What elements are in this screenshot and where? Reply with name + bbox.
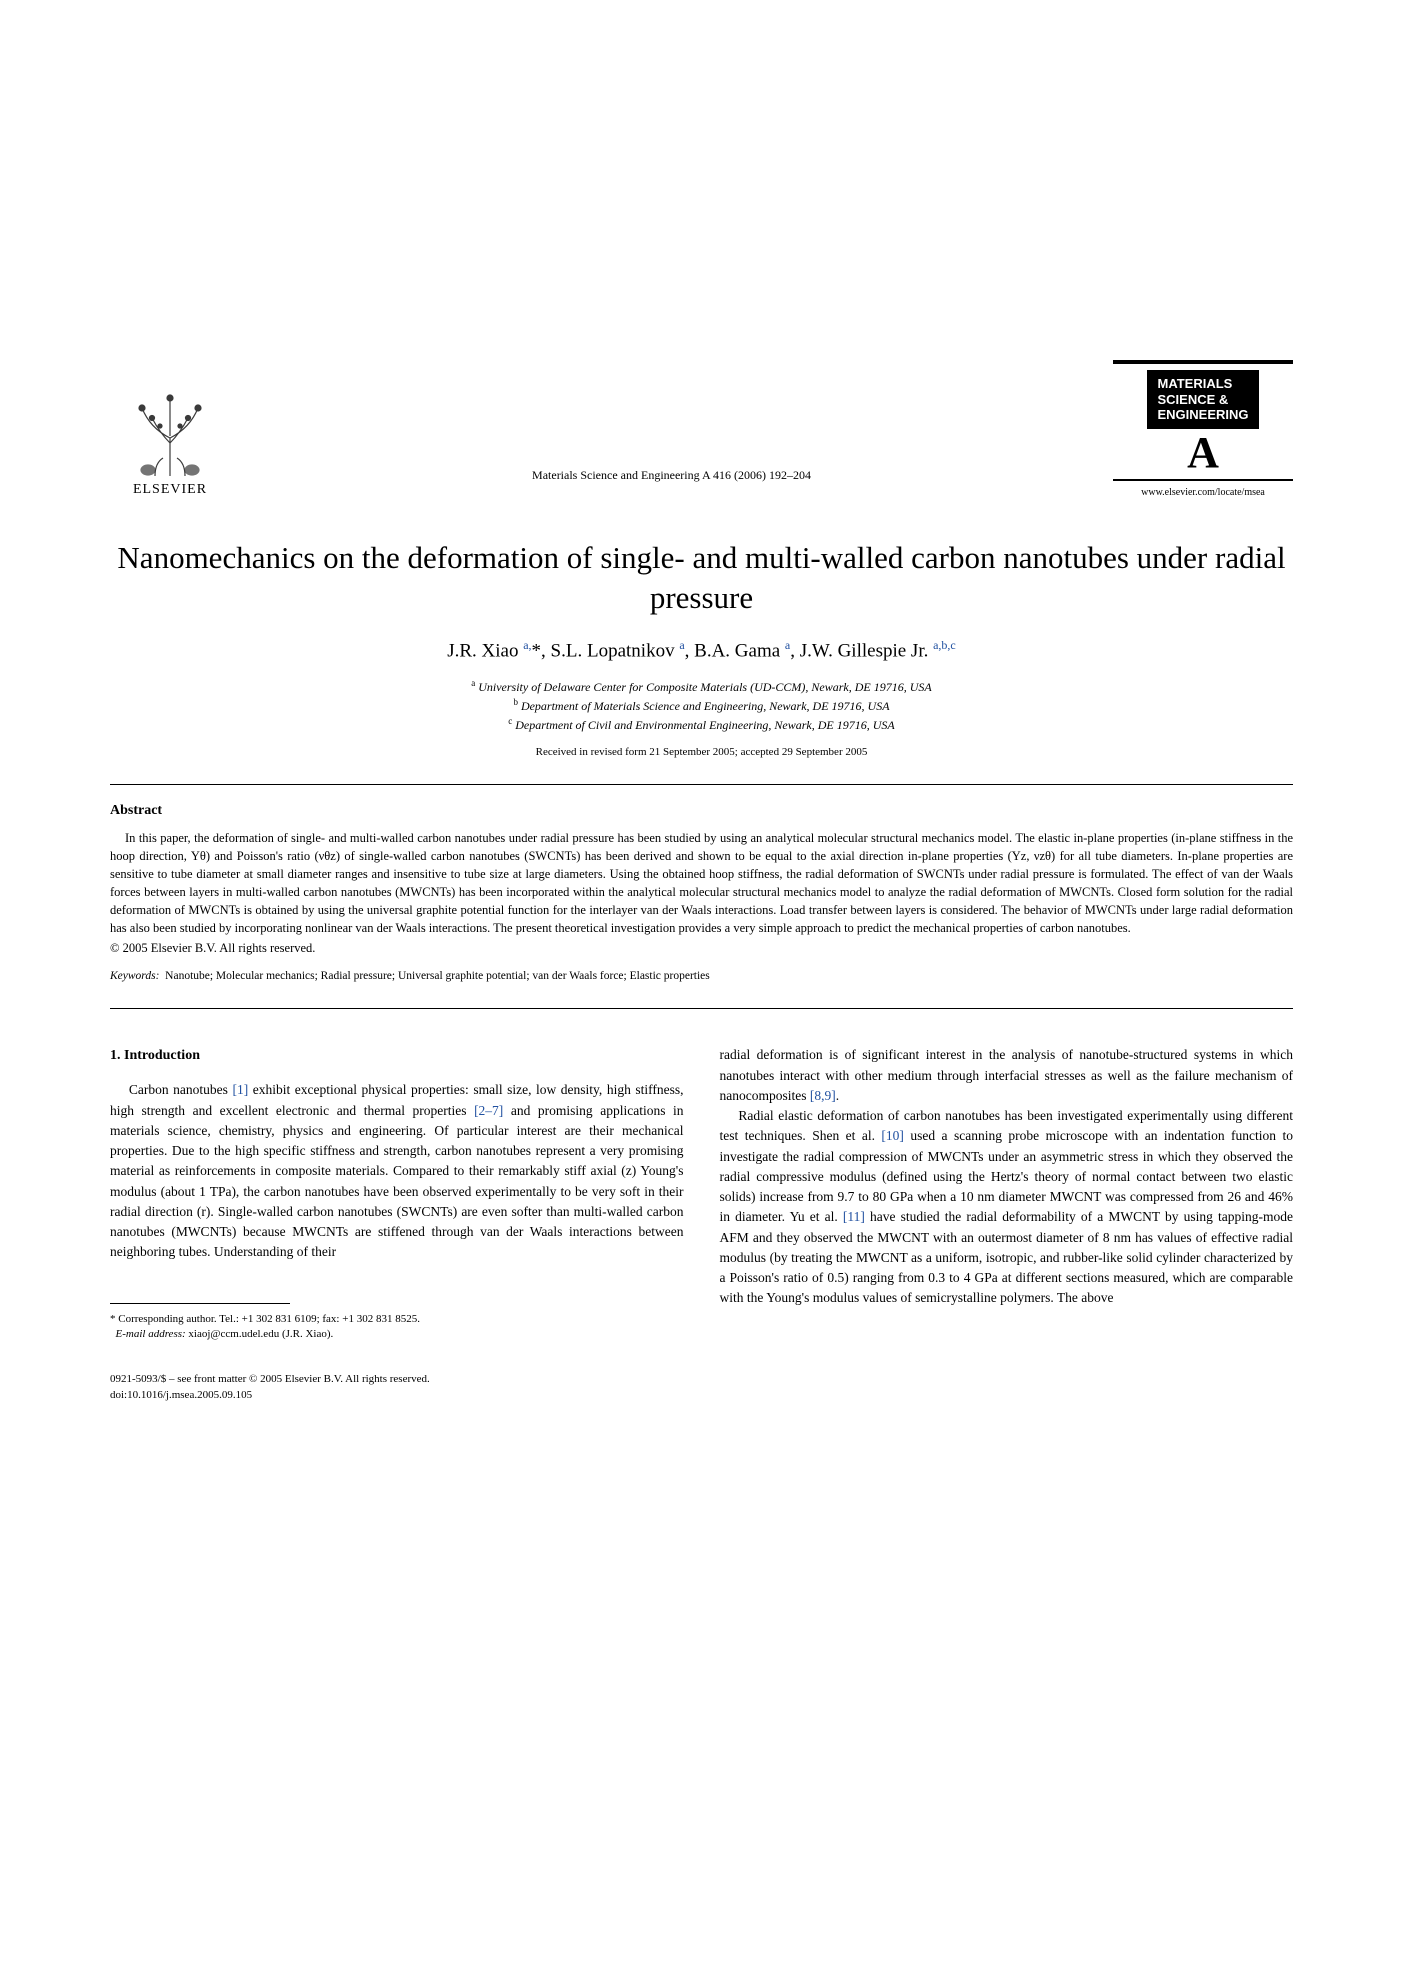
col2-para1: radial deformation is of significant int… (720, 1045, 1294, 1106)
publisher-block: ELSEVIER (110, 388, 230, 498)
footer-issn: 0921-5093/$ – see front matter © 2005 El… (110, 1373, 430, 1385)
journal-logo-line3: ENGINEERING (1157, 407, 1248, 422)
keywords-list: Nanotube; Molecular mechanics; Radial pr… (165, 970, 710, 982)
journal-logo-line1: MATERIALS (1157, 376, 1232, 391)
ref-1[interactable]: [1] (232, 1082, 248, 1097)
abstract-heading: Abstract (110, 803, 1293, 819)
ref-11[interactable]: [11] (843, 1209, 865, 1224)
keywords-label: Keywords: (110, 970, 159, 982)
corresponding-footnote: * Corresponding author. Tel.: +1 302 831… (110, 1312, 684, 1343)
abstract-copyright: © 2005 Elsevier B.V. All rights reserved… (110, 941, 1293, 956)
journal-logo-letter: A (1113, 431, 1293, 475)
journal-logo-block: MATERIALS SCIENCE & ENGINEERING A www.el… (1113, 360, 1293, 498)
logo-bottom-rule (1113, 479, 1293, 481)
keywords-line: Keywords: Nanotube; Molecular mechanics;… (110, 970, 1293, 982)
paper-title: Nanomechanics on the deformation of sing… (110, 538, 1293, 619)
footnote-email[interactable]: xiaoj@ccm.udel.edu (J.R. Xiao). (188, 1328, 333, 1340)
body-columns: 1. Introduction Carbon nanotubes [1] exh… (110, 1045, 1293, 1403)
footer-doi: doi:10.1016/j.msea.2005.09.105 (110, 1389, 252, 1401)
journal-logo-line2: SCIENCE & (1157, 392, 1228, 407)
c1p1-pre: Carbon nanotubes (129, 1082, 233, 1097)
affil-a: University of Delaware Center for Compos… (478, 680, 932, 694)
col2-para2: Radial elastic deformation of carbon nan… (720, 1106, 1294, 1309)
abstract-body: In this paper, the deformation of single… (110, 829, 1293, 938)
ref-2-7[interactable]: [2–7] (474, 1103, 503, 1118)
rule-below-keywords (110, 1008, 1293, 1009)
c2p1-pre: radial deformation is of significant int… (720, 1047, 1294, 1103)
journal-logo-text: MATERIALS SCIENCE & ENGINEERING (1147, 370, 1258, 429)
publisher-name: ELSEVIER (133, 482, 207, 498)
affil-c: Department of Civil and Environmental En… (515, 718, 895, 732)
c2p1-post: . (836, 1088, 839, 1103)
journal-reference: Materials Science and Engineering A 416 … (230, 468, 1113, 498)
column-left: 1. Introduction Carbon nanotubes [1] exh… (110, 1045, 684, 1403)
column-right: radial deformation is of significant int… (720, 1045, 1294, 1403)
rule-above-abstract (110, 784, 1293, 785)
ref-10[interactable]: [10] (881, 1128, 904, 1143)
header-band: ELSEVIER Materials Science and Engineeri… (110, 360, 1293, 498)
journal-url[interactable]: www.elsevier.com/locate/msea (1113, 487, 1293, 498)
affil-b: Department of Materials Science and Engi… (521, 699, 890, 713)
footer-meta: 0921-5093/$ – see front matter © 2005 El… (110, 1372, 684, 1403)
affiliations: a University of Delaware Center for Comp… (110, 677, 1293, 734)
footnote-rule (110, 1303, 290, 1304)
section-1-heading: 1. Introduction (110, 1045, 684, 1066)
col1-para1: Carbon nanotubes [1] exhibit exceptional… (110, 1080, 684, 1262)
article-dates: Received in revised form 21 September 20… (110, 746, 1293, 758)
abstract-block: Abstract In this paper, the deformation … (110, 803, 1293, 957)
title-block: Nanomechanics on the deformation of sing… (110, 538, 1293, 758)
c1p1-post: and promising applications in materials … (110, 1103, 684, 1260)
footnote-corr: Corresponding author. Tel.: +1 302 831 6… (118, 1313, 420, 1325)
footnote-email-label: E-mail address: (116, 1328, 186, 1340)
elsevier-tree-icon (130, 388, 210, 478)
logo-top-rule (1113, 360, 1293, 364)
authors-line: J.R. Xiao a,*, S.L. Lopatnikov a, B.A. G… (110, 638, 1293, 662)
ref-8-9[interactable]: [8,9] (810, 1088, 836, 1103)
